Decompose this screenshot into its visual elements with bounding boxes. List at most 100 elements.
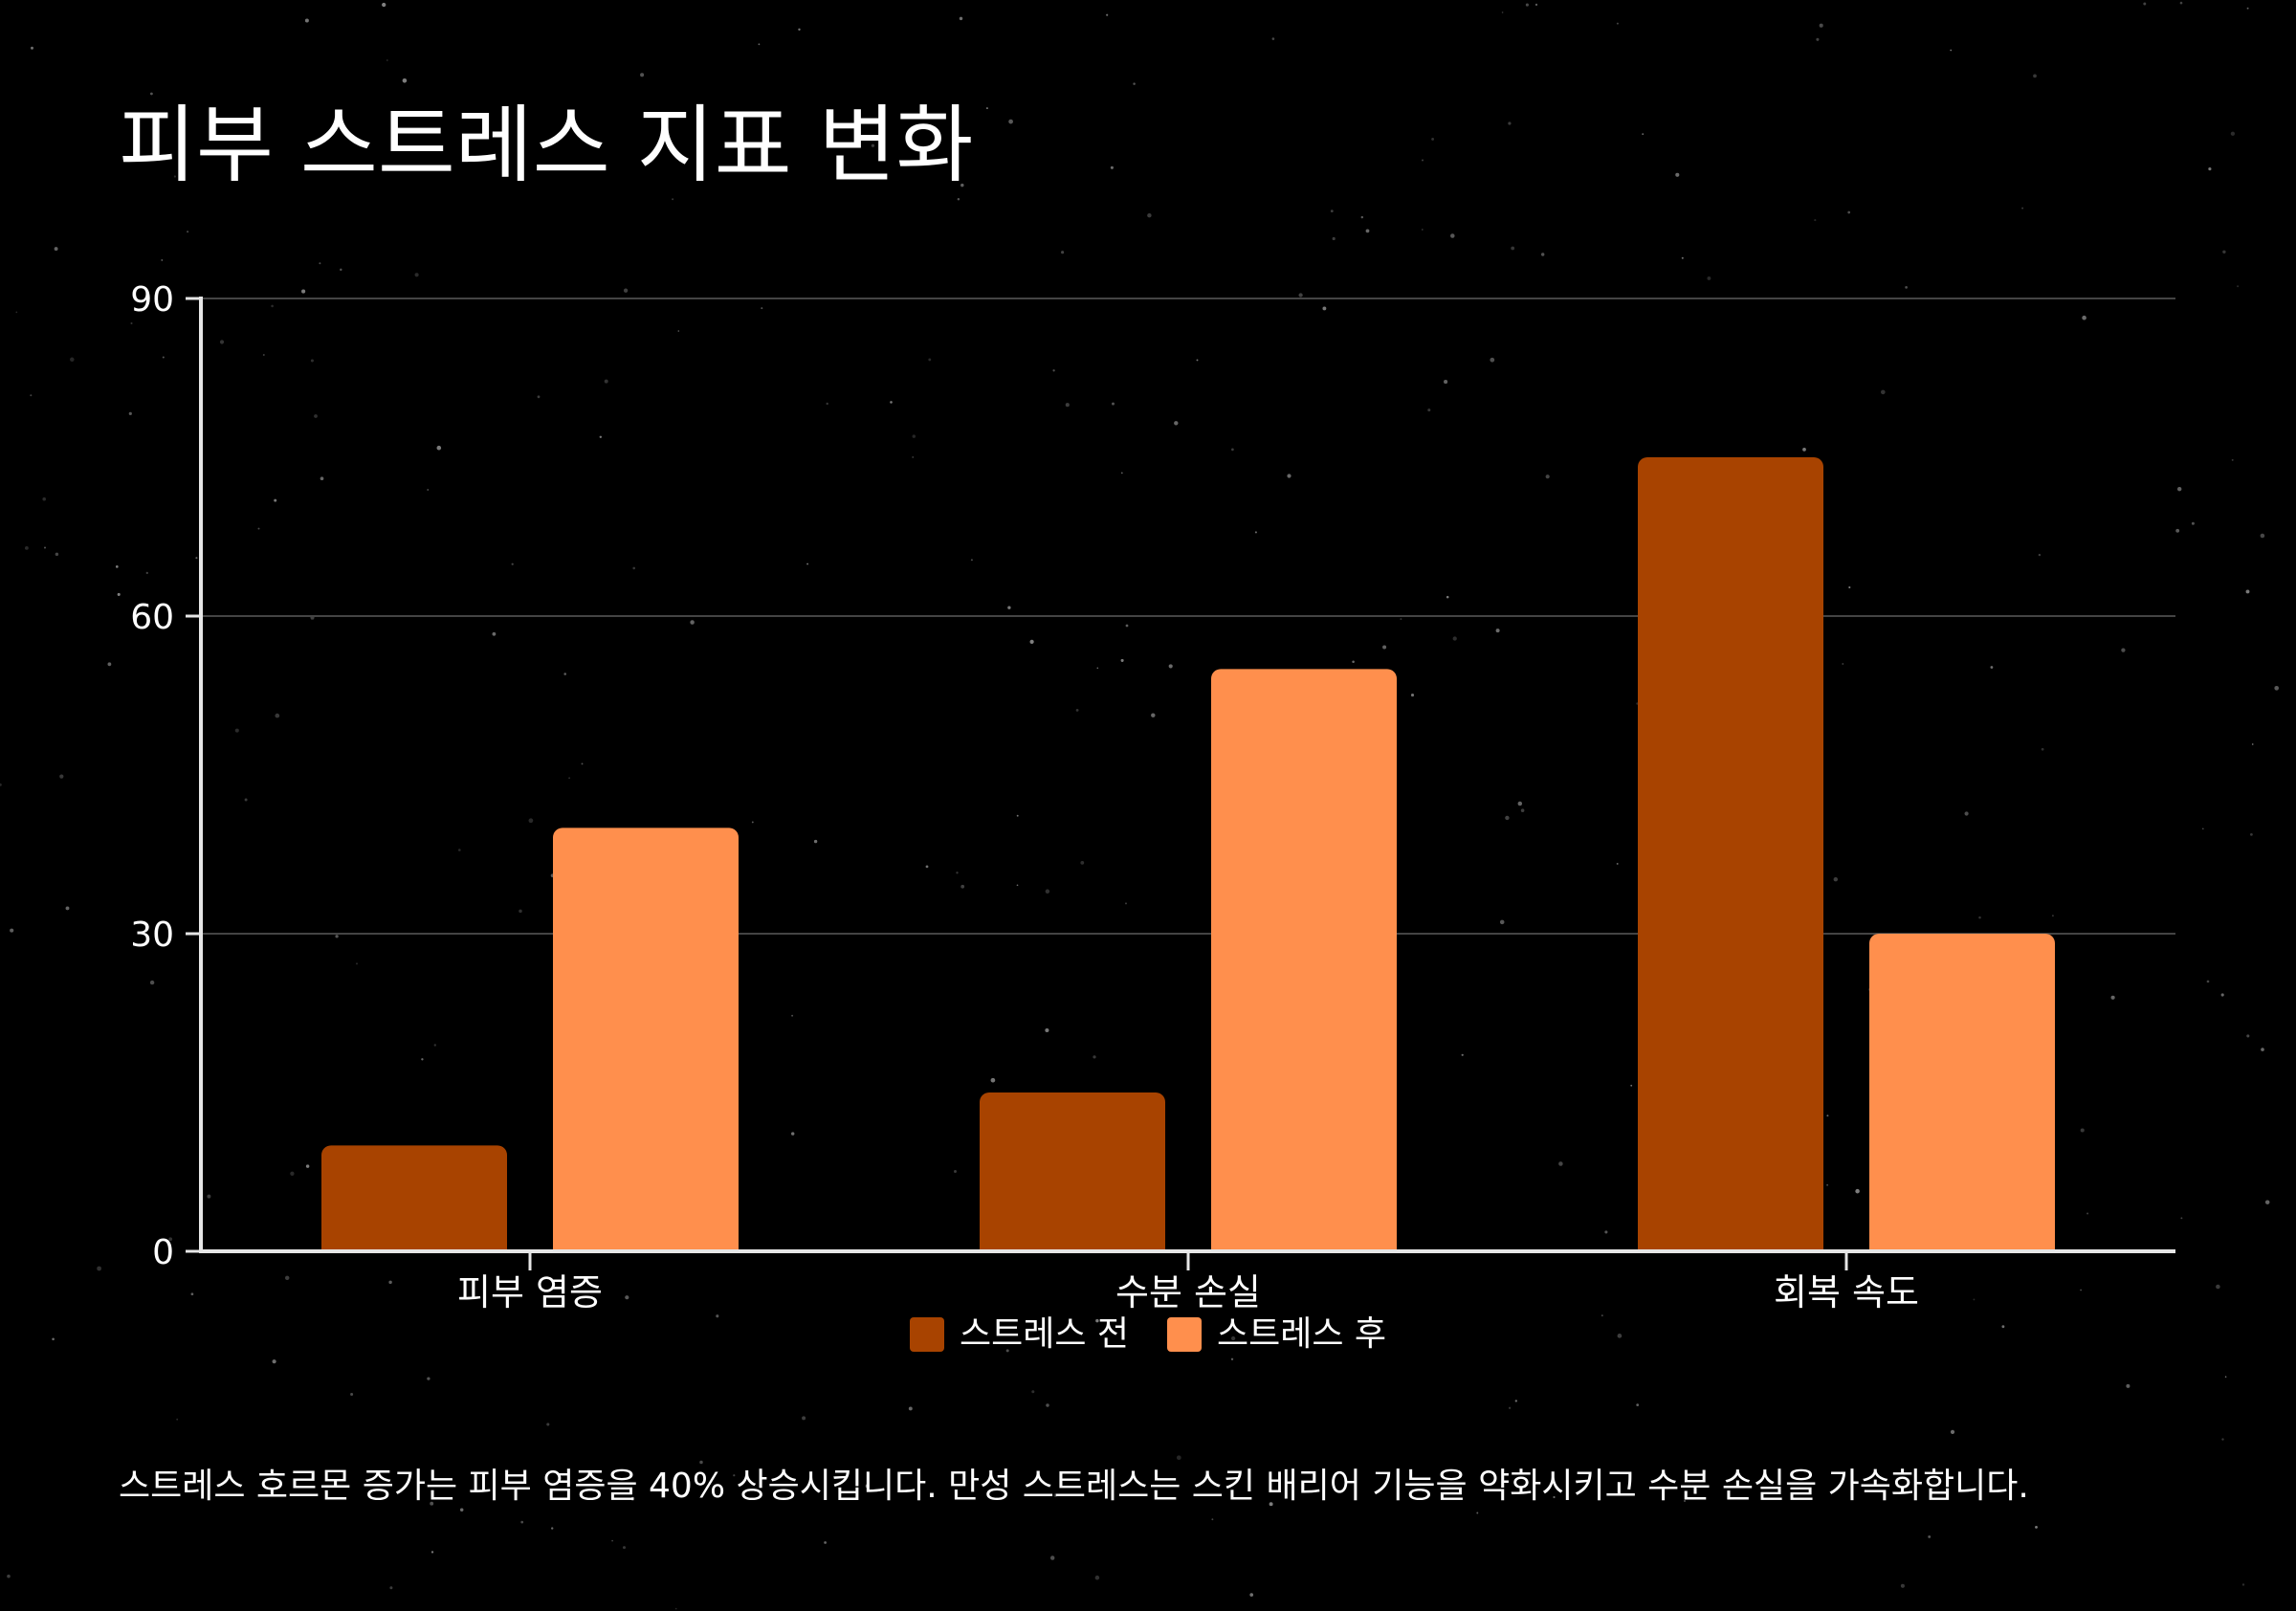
star-dot: [2086, 1212, 2089, 1215]
star-dot: [758, 43, 761, 46]
star-dot: [1517, 801, 1523, 806]
star-dot: [65, 906, 70, 911]
star-dot: [427, 1377, 430, 1380]
star-dot: [1444, 380, 1448, 385]
star-dot: [1322, 306, 1327, 311]
star-dot: [733, 1474, 736, 1477]
star-dot: [699, 1460, 703, 1465]
star-dot: [24, 545, 29, 550]
bar-base-before: [321, 1240, 507, 1251]
star-dot: [1045, 889, 1050, 894]
star-dot: [1422, 159, 1424, 162]
star-dot: [528, 818, 534, 824]
star-dot: [2260, 533, 2265, 539]
y-tick-label: 30: [130, 916, 174, 955]
star-dot: [1973, 1298, 1976, 1301]
star-dot: [1075, 708, 1079, 712]
star-dot: [1046, 1403, 1049, 1407]
star-dot: [52, 1337, 55, 1341]
star-dot: [1151, 713, 1156, 717]
star-dot: [1681, 256, 1684, 259]
star-dot: [1176, 1455, 1181, 1461]
star-dot: [176, 1418, 179, 1421]
bar-base-before: [980, 1240, 1165, 1251]
star-dot: [2121, 648, 2126, 652]
legend: 스트레스 전 스트레스 후: [0, 1311, 2296, 1358]
star-dot: [272, 1359, 276, 1364]
star-dot: [1990, 666, 1994, 669]
star-dot: [54, 247, 58, 252]
x-tick-label: 회복 속도: [1774, 1271, 1919, 1313]
star-dot: [314, 414, 318, 418]
star-dot: [985, 107, 988, 110]
star-dot: [1476, 1512, 1479, 1514]
star-dot: [990, 1077, 996, 1083]
star-dot: [1450, 233, 1455, 238]
legend-item-after: 스트레스 후: [1167, 1311, 1386, 1358]
star-dot: [304, 18, 309, 23]
star-dot: [1120, 658, 1124, 662]
star-dot: [1616, 862, 1619, 865]
star-dot: [2220, 993, 2224, 997]
star-dot: [716, 1314, 719, 1318]
star-dot: [1168, 664, 1173, 669]
star-dot: [1007, 606, 1011, 609]
bar-before: [980, 1092, 1165, 1251]
star-dot: [1675, 172, 1680, 177]
star-dot: [546, 1423, 550, 1426]
star-dot: [1545, 474, 1550, 479]
star-dot: [1045, 1027, 1049, 1033]
star-dot: [2201, 828, 2204, 830]
star-dot: [1558, 1161, 1563, 1166]
star-dot: [1848, 585, 1851, 589]
y-tick-label: 0: [152, 1233, 174, 1272]
star-dot: [2191, 521, 2195, 525]
star-dot: [625, 1295, 629, 1300]
star-dot: [1630, 1084, 1633, 1087]
star-dot: [908, 1406, 913, 1411]
star-dot: [290, 1171, 295, 1176]
star-dot: [1005, 1349, 1009, 1353]
star-dot: [1499, 919, 1505, 925]
star-dot: [1249, 1593, 1254, 1597]
star-dot: [1978, 916, 1981, 919]
star-dot: [798, 28, 801, 32]
legend-label-before: 스트레스 전: [959, 1314, 1129, 1354]
star-dot: [459, 1508, 464, 1512]
star-dot: [43, 546, 47, 549]
x-tick-label: 피부 염증: [457, 1271, 603, 1313]
star-dot: [1855, 1188, 1860, 1194]
star-dot: [1816, 37, 1820, 41]
star-dot: [1365, 229, 1370, 233]
star-dot: [912, 456, 914, 458]
star-dot: [1174, 421, 1179, 426]
star-dot: [382, 2, 386, 8]
star-dot: [2175, 528, 2180, 533]
star-dot: [190, 1292, 194, 1296]
star-dot: [430, 1501, 434, 1506]
star-dot: [219, 340, 225, 344]
star-dot: [2001, 1325, 2005, 1329]
star-dot: [128, 411, 132, 415]
star-dot: [1604, 1230, 1608, 1234]
chart-title: 피부 스트레스 지표 변화: [119, 96, 974, 194]
star-dot: [604, 379, 608, 384]
star-dot: [2176, 486, 2182, 492]
star-dot: [1112, 402, 1115, 406]
star-dot: [1461, 1053, 1464, 1056]
star-dot: [1052, 369, 1055, 372]
star-dot: [1120, 472, 1123, 474]
star-dot: [1819, 23, 1823, 28]
star-dot: [1133, 82, 1136, 85]
star-dot: [1360, 215, 1364, 219]
bar-base-before: [1638, 1240, 1823, 1251]
star-dot: [2222, 250, 2226, 254]
star-dot: [117, 592, 121, 596]
star-dot: [31, 46, 33, 50]
star-dot: [779, 166, 783, 171]
star-dot: [1254, 531, 1257, 534]
star-dot: [826, 402, 828, 406]
star-dot: [1617, 1334, 1623, 1338]
star-dot: [2041, 747, 2044, 751]
